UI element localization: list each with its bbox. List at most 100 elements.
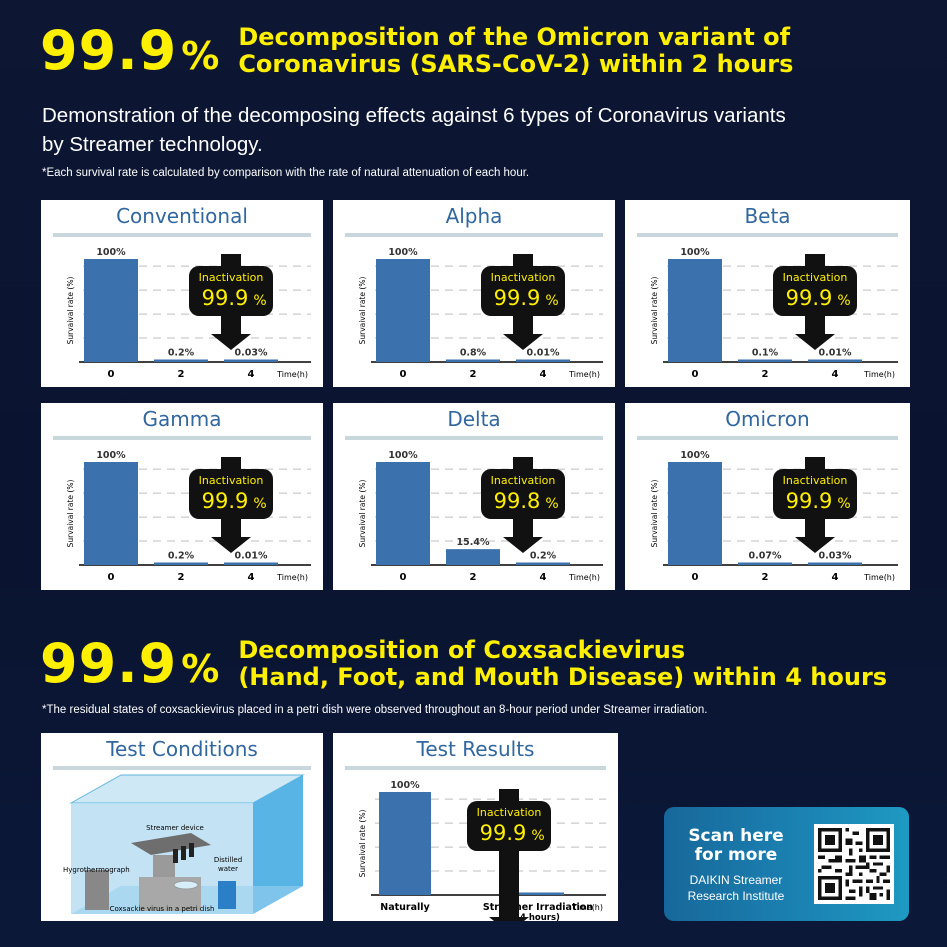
data-label: 0.03%: [819, 551, 852, 562]
bar: [224, 562, 278, 565]
y-axis-label: Survaival rate (%): [358, 277, 367, 345]
badge-unit: %: [531, 828, 544, 844]
data-label: 100%: [96, 247, 126, 258]
badge-label: Inactivation: [783, 474, 848, 487]
data-label: 15.4%: [457, 537, 490, 548]
data-label: 100%: [388, 247, 418, 258]
tick-label: 2: [762, 572, 769, 583]
qr-code-icon[interactable]: [814, 824, 894, 904]
arrow-shaft: [805, 254, 825, 268]
label-streamer-device: Streamer device: [146, 824, 204, 832]
bar: [668, 259, 722, 362]
data-label: 0.2%: [168, 551, 195, 562]
subtitle: Demonstration of the decomposing effects…: [42, 104, 786, 156]
headline-text: Decomposition of the Omicron variant of …: [238, 23, 794, 78]
x-axis-label: Time(h): [863, 370, 895, 379]
y-axis-label: Survaival rate (%): [358, 810, 367, 878]
tick-label: Naturally: [380, 902, 430, 913]
chart-svg: Survaival rate (%) 100% 0 0.8% 2 0.01% 4 Time(h…: [358, 247, 603, 380]
chart-panel-test-results: Test Results Survaival rate (%) 100% Natura…: [333, 733, 618, 921]
headline-big-number: 99.9%: [40, 19, 221, 82]
badge-label: Inactivation: [491, 271, 556, 284]
badge-unit: %: [545, 293, 558, 309]
title-underline: [53, 766, 311, 770]
title-underline: [345, 233, 603, 237]
badge-label: Inactivation: [477, 806, 542, 819]
bar: [738, 359, 792, 362]
arrow-shaft-lower: [513, 517, 533, 537]
bar: [376, 259, 430, 362]
arrow-down-icon: [795, 537, 835, 553]
badge-value: 99.9: [202, 286, 249, 310]
badge-unit: %: [253, 293, 266, 309]
tick-label: 0: [692, 369, 699, 380]
label-virus-dish: Coxsackie virus in a petri dish: [110, 905, 215, 913]
tick-label: 4: [248, 572, 255, 583]
x-axis-label: Time(h): [276, 573, 308, 582]
inactivation-badge: [189, 266, 273, 316]
arrow-shaft: [805, 457, 825, 471]
arrow-shaft: [499, 789, 519, 803]
arrow-shaft-lower: [499, 849, 519, 917]
inactivation-badge: [481, 469, 565, 519]
badge-unit: %: [837, 496, 850, 512]
bar: [224, 359, 278, 362]
bar: [154, 359, 208, 362]
chart-svg: Survaival rate (%) 100% 0 15.4% 2 0.2% 4 Time(h…: [358, 450, 603, 583]
note-survival: *Each survival rate is calculated by com…: [42, 167, 530, 179]
headline-omicron: 99.9% Decomposition of the Omicron varia…: [40, 24, 793, 78]
data-label: 0.8%: [460, 348, 487, 359]
hygrothermograph-shape: [85, 870, 109, 910]
badge-value: 99.9: [494, 286, 541, 310]
chart-panel-delta: Delta Survaival rate (%) 100% 0 15.4% 2 0.2% 4 T…: [333, 403, 615, 590]
title-underline: [637, 233, 898, 237]
bar: [84, 259, 138, 362]
tick-label: 4: [832, 369, 839, 380]
badge-value: 99.9: [786, 286, 833, 310]
headline-text-2: Decomposition of Coxsackievirus (Hand, F…: [238, 636, 888, 691]
badge-value: 99.8: [494, 489, 541, 513]
inactivation-badge: [189, 469, 273, 519]
distilled-water-shape: [218, 881, 236, 909]
chart-title: Gamma: [142, 407, 222, 431]
tick-label: 2: [178, 369, 185, 380]
arrow-shaft-lower: [221, 314, 241, 334]
tick-label: 0: [400, 369, 407, 380]
arrow-shaft-lower: [805, 517, 825, 537]
bar: [376, 462, 430, 565]
scan-text: Scan here for more: [688, 826, 784, 865]
badge-label: Inactivation: [491, 474, 556, 487]
data-label: 0.2%: [168, 348, 195, 359]
x-axis-label: Time(h): [863, 573, 895, 582]
arrow-shaft-lower: [513, 314, 533, 334]
tick-label: 2: [470, 572, 477, 583]
arrow-down-icon: [211, 537, 251, 553]
data-label: 0.2%: [530, 551, 557, 562]
data-label: 0.01%: [527, 348, 560, 359]
chart-panel-alpha: Alpha Survaival rate (%) 100% 0 0.8% 2 0.01% 4 T…: [333, 200, 615, 387]
title-underline: [345, 436, 603, 440]
institute-text: DAIKIN Streamer Research Institute: [687, 873, 785, 903]
scan-cta[interactable]: Scan here for more DAIKIN Streamer Resea…: [664, 807, 909, 921]
data-label: 100%: [680, 247, 710, 258]
tick-label: 4: [540, 369, 547, 380]
chart-title: Omicron: [725, 407, 810, 431]
bar: [84, 462, 138, 565]
data-label: 0.01%: [235, 551, 268, 562]
chart-panel-conventional: Conventional Survaival rate (%) 100% 0 0.2% 2…: [41, 200, 323, 387]
chart-svg: Survaival rate (%) 100% 0 0.1% 2 0.01% 4 Time(h…: [650, 247, 898, 380]
chart-svg: Survaival rate (%) 100% 0 0.2% 2 0.03% 4 Time(h…: [66, 247, 311, 380]
y-axis-label: Survaival rate (%): [66, 480, 75, 548]
bar: [154, 562, 208, 565]
inactivation-badge: [481, 266, 565, 316]
x-axis-label: Time(h): [568, 573, 600, 582]
bar: [738, 562, 792, 565]
bar: [808, 562, 862, 565]
label-hygrothermograph: Hygrothermograph: [63, 866, 130, 874]
arrow-shaft-lower: [805, 314, 825, 334]
data-label: 100%: [680, 450, 710, 461]
tick-label: 4: [248, 369, 255, 380]
y-axis-label: Survaival rate (%): [66, 277, 75, 345]
arrow-shaft-lower: [221, 517, 241, 537]
tick-sublabel: (4 hours): [516, 913, 560, 921]
